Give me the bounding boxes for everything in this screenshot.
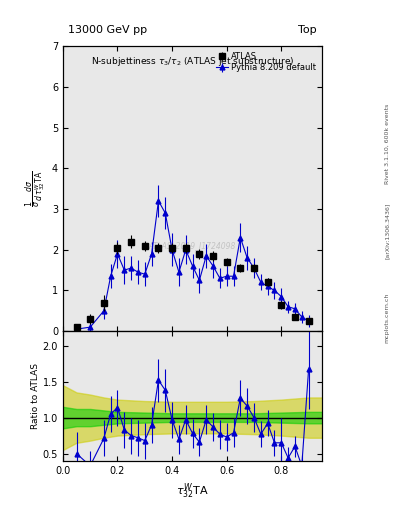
Y-axis label: Ratio to ATLAS: Ratio to ATLAS: [31, 363, 40, 429]
Text: Rivet 3.1.10, 600k events: Rivet 3.1.10, 600k events: [385, 103, 389, 183]
Text: N-subjettiness $\tau_3/\tau_2$ (ATLAS jet substructure): N-subjettiness $\tau_3/\tau_2$ (ATLAS je…: [91, 55, 294, 68]
Text: mcplots.cern.ch: mcplots.cern.ch: [385, 292, 389, 343]
X-axis label: $\tau_{32}^{W}\mathrm{TA}$: $\tau_{32}^{W}\mathrm{TA}$: [176, 481, 209, 501]
Y-axis label: $\frac{1}{\sigma}\frac{d\sigma}{d\,\tau_{32}^{W}\mathrm{TA}}$: $\frac{1}{\sigma}\frac{d\sigma}{d\,\tau_…: [23, 170, 48, 207]
Text: ATLAS_2019_I1724098: ATLAS_2019_I1724098: [149, 241, 236, 250]
Text: Top: Top: [298, 25, 317, 35]
Text: 13000 GeV pp: 13000 GeV pp: [68, 25, 147, 35]
Legend: ATLAS, Pythia 8.209 default: ATLAS, Pythia 8.209 default: [212, 49, 320, 76]
Text: [arXiv:1306.3436]: [arXiv:1306.3436]: [385, 202, 389, 259]
